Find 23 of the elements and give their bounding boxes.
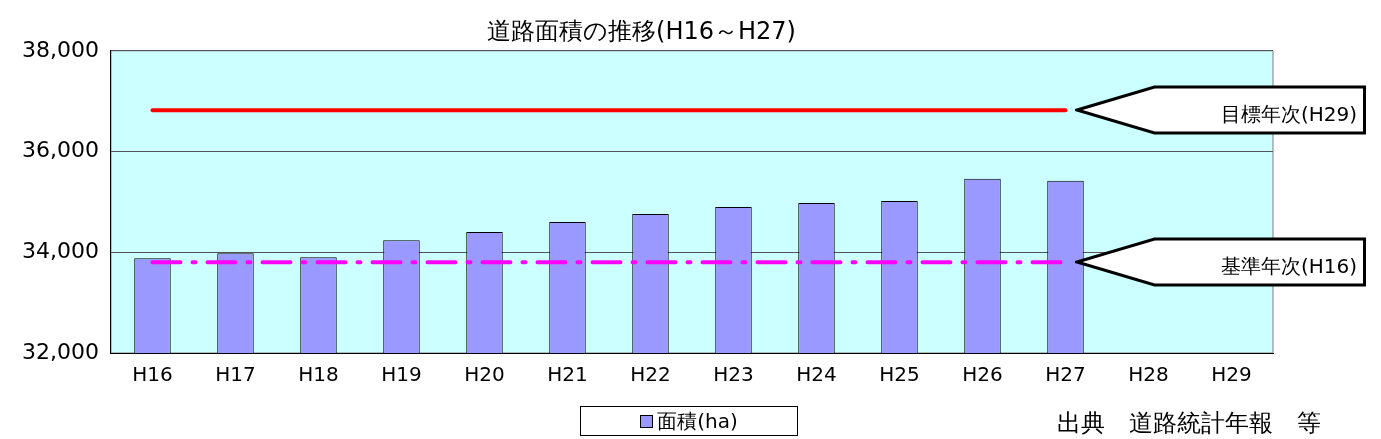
- x-tick-label: H20: [464, 362, 505, 387]
- y-tick-label: 38,000: [21, 36, 99, 62]
- x-tick-label: H16: [132, 362, 173, 387]
- x-tick-label: H26: [962, 362, 1003, 387]
- annotation: 目標年次(H29): [1220, 102, 1357, 127]
- x-tick-label: H21: [547, 362, 588, 387]
- x-tick-label: H27: [1045, 362, 1086, 387]
- x-tick-label: H18: [298, 362, 339, 387]
- annotation: 基準年次(H16): [1220, 254, 1357, 279]
- x-tick-label: H25: [879, 362, 920, 387]
- x-tick-label: H29: [1211, 362, 1252, 387]
- legend-label: 面積(ha): [657, 407, 738, 435]
- x-tick-label: H19: [381, 362, 422, 387]
- x-tick-label: H23: [713, 362, 754, 387]
- chart-title: 道路面積の推移(H16～H27): [487, 16, 796, 45]
- y-tick-label: 34,000: [21, 237, 99, 263]
- x-tick-label: H28: [1128, 362, 1169, 387]
- y-tick-label: 32,000: [21, 338, 99, 364]
- y-tick-label: 36,000: [21, 137, 99, 163]
- source-note: 出典 道路統計年報 等: [1057, 409, 1321, 438]
- x-tick-label: H17: [215, 362, 256, 387]
- x-tick-label: H24: [796, 362, 837, 387]
- x-tick-label: H22: [630, 362, 671, 387]
